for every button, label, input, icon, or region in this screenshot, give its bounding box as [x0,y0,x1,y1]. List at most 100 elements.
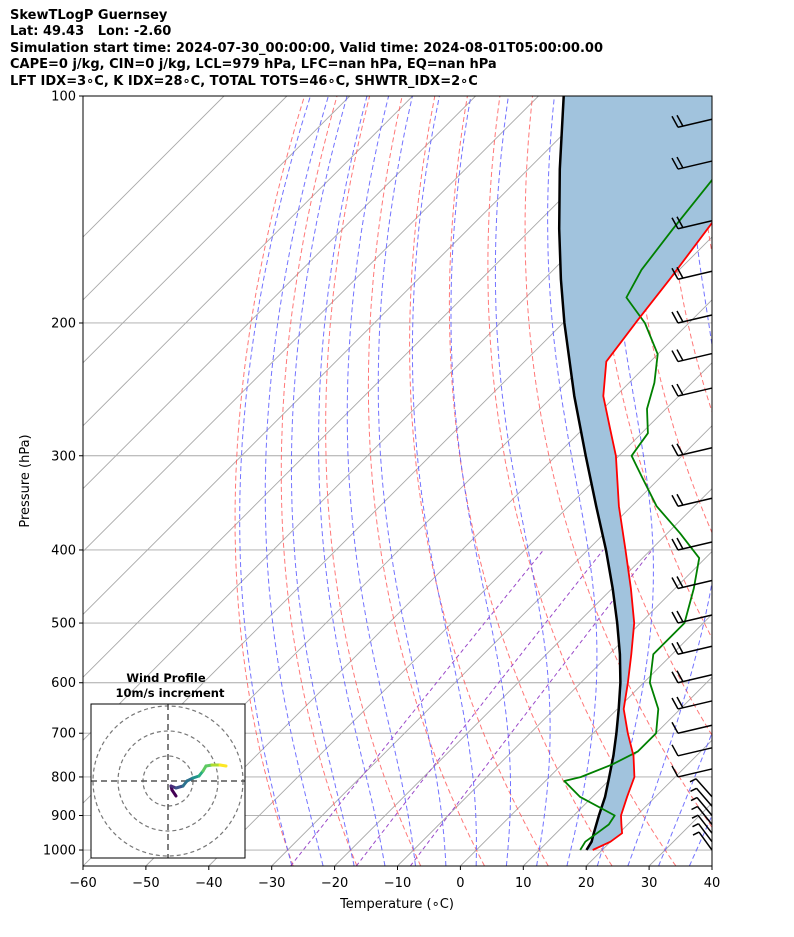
x-tick-label: 30 [641,876,658,891]
chart-header: SkewTLogP Guernsey Lat: 49.43 Lon: -2.60… [10,8,603,90]
isotherm-0 [460,613,712,866]
dry-adiabat [595,96,712,640]
wind-barb-flag [671,577,679,589]
hodograph-title: Wind Profile [126,671,206,685]
parcel-temperature-shading [559,96,712,850]
wind-barb [671,443,713,457]
dry-adiabat [234,96,305,866]
wind-barb-flag [671,744,679,757]
moist-adiabat [411,96,477,866]
wind-barb-flag [671,217,679,230]
isotherm--130 [83,96,414,427]
wind-barb-flag [671,384,679,397]
wind-barb-flag [689,778,697,783]
wind-barb-shaft [695,787,713,807]
moist-adiabat [290,96,355,866]
wind-barb-shaft [677,160,713,170]
dry-adiabat [728,96,794,866]
wind-barb [690,796,713,817]
y-tick-label: 100 [51,90,76,105]
wind-barb-flag [671,350,679,362]
wind-barb [690,787,713,807]
wind-barb-flag [671,494,679,507]
y-tick-label: 300 [51,449,76,464]
wind-barb [671,266,713,280]
y-tick-label: 600 [51,676,76,691]
wind-barb-flag [676,641,684,654]
wind-barb-shaft [696,806,713,825]
moist-adiabat [494,96,551,866]
moist-adiabat [239,96,311,866]
isotherm--150 [83,96,288,301]
stability-indices-2: LFT IDX=3∘C, K IDX=28∘C, TOTAL TOTS=46∘C… [10,73,478,89]
moist-adiabat [377,96,447,866]
wind-barb [671,765,713,778]
isotherm--120 [83,96,476,490]
wind-barb-shaft [677,352,713,363]
x-tick-label: 10 [515,876,532,891]
wind-barb [671,670,713,684]
isotherm--10 [397,550,712,866]
hodograph-subtitle: 10m/s increment [116,686,225,700]
wind-barb-shaft [677,387,713,397]
wind-barb-flag [671,721,679,734]
wind-barb-flag [676,670,684,683]
wind-barb [671,156,713,170]
wind-barb-flag [676,493,684,506]
wind-barb-flag [671,697,679,710]
y-tick-label: 700 [51,727,76,742]
wind-barb-flag [676,349,684,361]
dry-adiabat [662,96,712,414]
wind-barb [671,576,713,590]
wind-barb [692,831,713,851]
wind-barb [692,823,713,843]
wind-barb [671,114,713,128]
dry-adiabat [280,96,358,866]
hodograph-inset: Wind Profile 10m/s increment [90,671,246,859]
wind-barb-flag [676,156,684,169]
wind-barb-flag [676,383,684,396]
wind-barb-flag [676,576,684,588]
dry-adiabat [761,96,794,866]
wind-barb-flag [692,823,699,828]
parcel-profile-line [557,96,622,851]
wind-barb-flag [690,787,697,792]
mixing-ratio-line [355,549,604,866]
wind-barb-flag [671,267,679,280]
x-tick-label: 20 [578,876,595,891]
wind-barb-shaft [677,747,713,757]
wind-barb-flag [690,796,698,802]
dry-adiabat [448,96,613,866]
isotherm--30 [271,425,712,866]
station-coordinates: Lat: 49.43 Lon: -2.60 [10,24,172,40]
wind-barb [671,537,713,551]
wind-barb [671,744,713,757]
wind-barb [671,696,713,710]
wind-barb-flag [671,157,679,170]
wind-barb-shaft [697,823,713,843]
wind-barb-flag [676,216,684,229]
chart-data-layer [557,96,712,851]
wind-barb-shaft [696,797,713,817]
moist-adiabat [720,96,794,866]
wind-barb-flag [671,538,679,551]
isotherm--50 [145,299,712,866]
wind-barb-shaft [697,814,713,834]
y-tick-label: 400 [51,543,76,558]
wind-barb-shaft [677,645,713,655]
wind-barb [671,383,713,397]
mixing-ratio-line [409,549,653,866]
wind-barb-shaft [677,579,713,590]
y-axis-label: Pressure (hPa) [18,434,33,527]
wind-barb-shaft [677,497,713,507]
wind-barb [691,814,713,834]
isotherm--100 [83,96,602,616]
wind-barb [671,641,713,655]
x-tick-label: −10 [384,876,411,891]
hodograph-ring [117,730,219,832]
wind-barb [671,310,713,324]
wind-barb-flag [671,311,679,324]
x-axis-label: Temperature (∘C) [339,897,454,912]
wind-barbs [671,114,713,851]
y-tick-label: 200 [51,316,76,331]
